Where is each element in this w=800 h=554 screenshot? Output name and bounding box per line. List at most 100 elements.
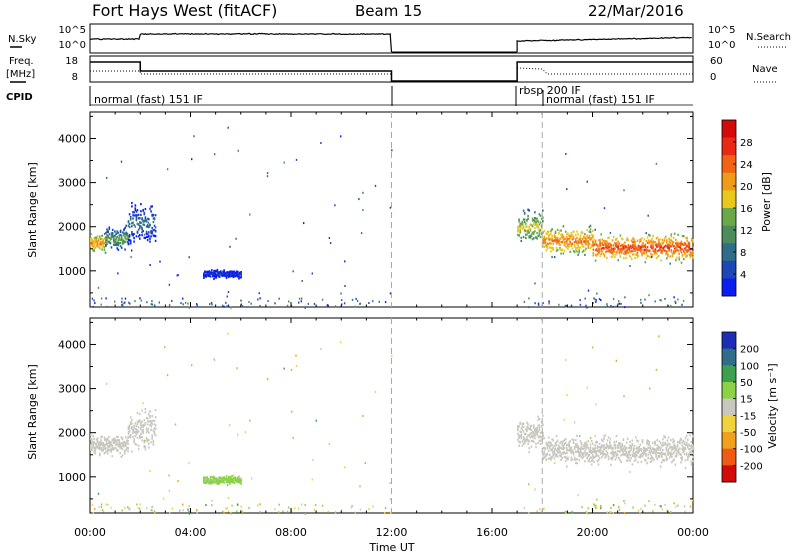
echo-cell-1265 [646,249,649,252]
echo-cell-1314 [656,249,659,253]
echo-cell-978 [595,451,597,455]
echo-cell-1063 [611,458,613,461]
echo-cell-532 [234,274,237,277]
echo-cell-808 [562,448,565,451]
echo-cell-1378 [670,446,672,449]
echo-cell-1324 [658,254,660,257]
y-tick-label-1: 2000 [58,427,86,440]
echo-cell-212 [128,435,131,438]
echo-cell-447 [220,480,222,484]
echo-cell-491 [227,478,230,481]
echo-cell-254 [135,219,138,222]
echo-cell-638 [531,434,534,437]
echo-cell-1225 [640,238,642,241]
echo-cell-236 [132,233,134,236]
echo-cell-887 [576,242,578,245]
echo-cell-1016 [602,449,604,453]
echo-cell-1051 [609,440,611,443]
echo-cell-278 [141,439,143,442]
echo-cell-1680 [356,299,359,302]
x-tick-label-5: 20:00 [577,526,609,539]
echo-cell-1025 [603,448,605,451]
echo-cell-1252 [646,448,648,451]
echo-cell-1108 [619,442,621,445]
echo-cell-568 [518,440,520,443]
echo-cell-51 [99,443,101,446]
echo-cell-1103 [616,250,618,253]
echo-cell-1627 [313,508,316,511]
echo-cell-907 [581,457,584,460]
echo-cell-1099 [616,244,618,247]
echo-cell-509 [231,477,233,481]
echo-cell-1688 [565,511,567,514]
echo-cell-286 [141,234,143,237]
echo-cell-1106 [617,244,619,247]
echo-cell-872 [575,462,577,465]
echo-cell-1510 [649,387,651,390]
echo-cell-1313 [655,243,658,246]
echo-cell-1342 [661,242,664,245]
echo-cell-1430 [678,245,680,249]
echo-cell-1550 [595,299,597,302]
echo-cell-186 [125,436,127,439]
echo-cell-610 [525,233,527,236]
echo-cell-223 [131,418,133,422]
echo-cell-1267 [649,453,652,456]
echo-cell-891 [577,244,579,247]
echo-cell-1177 [630,249,633,253]
echo-cell-1502 [692,253,694,256]
echo-cell-1409 [675,455,678,458]
echo-cell-702 [542,245,544,248]
echo-cell-266 [139,437,141,440]
echo-cell-1646 [645,232,647,235]
echo-cell-1047 [606,246,608,249]
echo-cell-169 [121,442,124,445]
echo-cell-650 [533,222,535,225]
echo-cell-228 [132,432,134,435]
echo-cell-818 [564,452,567,455]
echo-cell-693 [542,437,544,440]
echo-cell-1558 [100,506,103,508]
echo-cell-584 [521,425,524,428]
echo-cell-126 [113,243,115,246]
echo-cell-1548 [107,503,109,506]
echo-cell-331 [151,420,153,423]
echo-cell-1482 [688,242,691,245]
echo-cell-1307 [654,250,657,253]
echo-cell-1687 [92,511,94,514]
echo-cell-58 [100,436,102,439]
echo-cell-524 [234,477,237,480]
echo-cell-298 [144,407,147,411]
echo-cell-1602 [106,382,108,385]
echo-cell-1546 [278,511,280,514]
echo-cell-1706 [258,292,260,295]
echo-cell-863 [571,247,574,250]
echo-cell-1120 [619,248,622,251]
echo-cell-43 [97,442,100,445]
echo-cell-277 [141,424,143,428]
echo-cell-1588 [188,256,190,259]
echo-cell-262 [137,448,140,451]
echo-cell-1715 [359,508,362,511]
echo-cell-1616 [151,303,154,306]
echo-cell-915 [581,244,584,247]
echo-cell-160 [118,238,121,241]
echo-cell-1306 [656,444,658,447]
echo-cell-610 [526,428,528,431]
echo-cell-1380 [671,461,673,464]
echo-cell-911 [581,447,584,450]
echo-cell-846 [569,242,571,245]
echo-cell-163 [120,455,123,458]
echo-cell-1697 [650,256,653,259]
echo-cell-1644 [177,480,179,483]
echo-cell-944 [588,460,591,463]
echo-cell-1215 [639,453,642,457]
echo-cell-1539 [313,302,316,305]
echo-cell-306 [145,232,148,235]
echo-cell-867 [573,447,576,450]
echo-cell-510 [232,477,235,480]
echo-cell-694 [542,431,544,434]
echo-cell-1457 [684,447,687,450]
echo-cell-1357 [666,450,669,453]
echo-cell-533 [235,478,238,481]
